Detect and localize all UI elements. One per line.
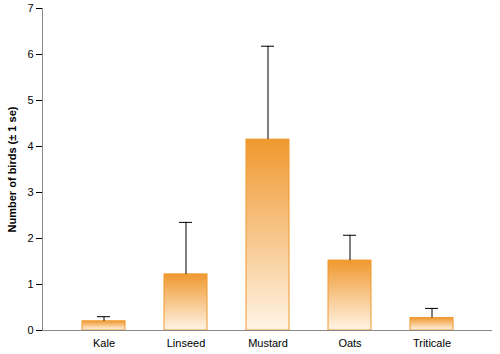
svg-text:Mustard: Mustard xyxy=(248,337,288,349)
svg-text:6: 6 xyxy=(27,48,33,60)
svg-text:7: 7 xyxy=(27,2,33,14)
svg-text:0: 0 xyxy=(27,324,33,336)
svg-text:Linseed: Linseed xyxy=(167,337,206,349)
svg-text:Triticale: Triticale xyxy=(413,337,451,349)
svg-text:3: 3 xyxy=(27,186,33,198)
svg-text:Oats: Oats xyxy=(338,337,362,349)
svg-text:2: 2 xyxy=(27,232,33,244)
svg-text:Kale: Kale xyxy=(93,337,115,349)
svg-text:5: 5 xyxy=(27,94,33,106)
svg-text:Number of birds (± 1 se): Number of birds (± 1 se) xyxy=(6,106,18,232)
svg-text:4: 4 xyxy=(27,140,33,152)
svg-text:1: 1 xyxy=(27,278,33,290)
